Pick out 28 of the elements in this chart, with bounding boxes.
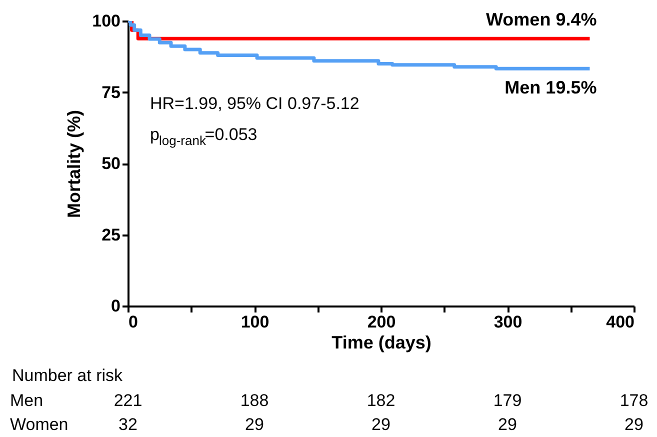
- text: Number at risk: [12, 366, 124, 385]
- text: Men: [10, 391, 44, 410]
- text: 221: [114, 391, 142, 410]
- text: 188: [240, 391, 269, 410]
- x-tick-label: 100: [240, 312, 270, 332]
- text: 178: [620, 391, 648, 410]
- text: 32: [118, 415, 138, 434]
- series-label: Women 9.4%: [486, 10, 597, 30]
- y-tick-label: 0: [111, 296, 120, 316]
- y-tick-label: 100: [92, 12, 120, 30]
- text: Women: [10, 415, 68, 434]
- text: 179: [493, 391, 522, 410]
- text: 29: [372, 415, 390, 434]
- x-tick-label: 0: [128, 312, 138, 332]
- text: 29: [245, 415, 264, 434]
- y-tick-label: 25: [102, 225, 120, 244]
- annotation: HR=1.99, 95% CI 0.97-5.12: [150, 94, 360, 113]
- x-axis-title: Time (days): [332, 332, 432, 352]
- x-tick-label: 200: [367, 312, 396, 332]
- text: 29: [498, 415, 517, 434]
- series-label: Men 19.5%: [504, 78, 597, 98]
- y-tick-label: 50: [102, 154, 120, 173]
- text: 29: [624, 415, 644, 434]
- y-axis-title: Mortality (%): [64, 110, 84, 218]
- x-tick-label: 400: [606, 312, 634, 332]
- text: 182: [366, 391, 396, 410]
- y-tick-label: 75: [102, 82, 120, 102]
- x-tick-label: 300: [494, 312, 522, 332]
